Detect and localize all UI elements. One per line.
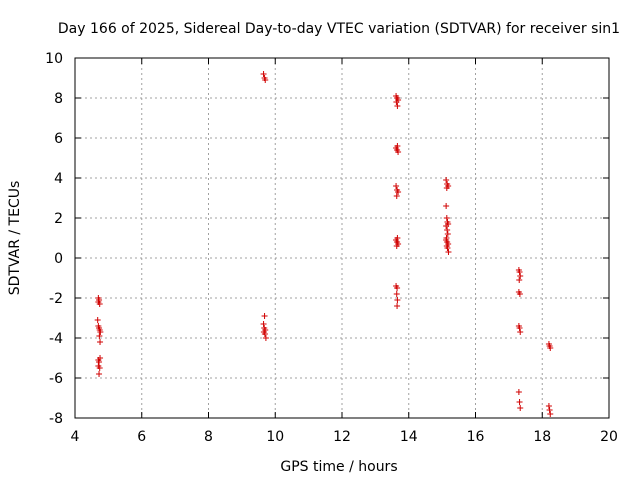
data-point [95, 299, 102, 305]
data-point [516, 269, 523, 275]
data-point [393, 243, 400, 249]
data-point [260, 321, 267, 327]
data-point [97, 355, 104, 361]
data-point [444, 245, 451, 251]
data-point [260, 71, 267, 77]
data-point [261, 331, 268, 337]
data-point [96, 371, 103, 377]
grid-layer [75, 58, 609, 418]
data-points [94, 71, 554, 417]
data-point [443, 177, 450, 183]
data-point [394, 235, 401, 241]
x-tick-label: 8 [204, 429, 213, 445]
x-tick-label: 16 [467, 429, 485, 445]
data-point [547, 345, 554, 351]
data-point [262, 77, 269, 83]
data-point [444, 227, 451, 233]
data-point [394, 143, 401, 149]
data-point [394, 297, 401, 303]
data-point [517, 405, 524, 411]
data-point [545, 403, 552, 409]
x-tick-label: 20 [600, 429, 618, 445]
y-tick-label: -4 [49, 331, 63, 347]
ticks-layer: 4 6 8 10 12 14 16 18 20 -8 -6 -4 -2 0 2 4 6 8 10 [45, 51, 618, 445]
x-tick-label: 18 [533, 429, 551, 445]
x-tick-label: 6 [137, 429, 146, 445]
data-point [96, 333, 103, 339]
data-point [97, 329, 104, 335]
y-tick-label: 10 [45, 51, 63, 67]
data-point [516, 291, 523, 297]
y-tick-label: -6 [49, 371, 63, 387]
data-point [394, 303, 401, 309]
y-axis-label: SDTVAR / TECUs [7, 181, 23, 296]
x-axis-label: GPS time / hours [280, 459, 397, 475]
data-point [395, 149, 402, 155]
data-point [393, 99, 400, 105]
data-point [393, 291, 400, 297]
y-tick-label: 6 [54, 131, 63, 147]
data-point [393, 193, 400, 199]
data-point [443, 215, 450, 221]
data-point [96, 365, 103, 371]
data-point [515, 389, 522, 395]
data-point [394, 103, 401, 109]
data-point [394, 285, 401, 291]
data-point [517, 329, 524, 335]
data-point [96, 359, 103, 365]
data-point [516, 399, 523, 405]
plot-frame [74, 57, 610, 419]
data-point [547, 411, 554, 417]
y-tick-label: -8 [49, 411, 63, 427]
y-tick-label: 0 [54, 251, 63, 267]
y-tick-label: 4 [54, 171, 63, 187]
data-point [262, 335, 269, 341]
data-point [443, 185, 450, 191]
data-point [516, 325, 523, 331]
data-point [94, 317, 101, 323]
x-tick-label: 10 [266, 429, 284, 445]
data-point [443, 223, 450, 229]
data-point [516, 277, 523, 283]
x-tick-label: 12 [333, 429, 351, 445]
data-point [444, 231, 451, 237]
y-tick-label: 2 [54, 211, 63, 227]
data-point [517, 273, 524, 279]
data-point [393, 183, 400, 189]
data-point [261, 313, 268, 319]
data-point [445, 249, 452, 255]
data-point [395, 189, 402, 195]
data-point [546, 407, 553, 413]
y-tick-label: -2 [49, 291, 63, 307]
x-tick-label: 14 [400, 429, 418, 445]
y-tick-label: 8 [54, 91, 63, 107]
x-tick-label: 4 [71, 429, 80, 445]
data-point [443, 203, 450, 209]
data-point [97, 339, 104, 345]
chart-title: Day 166 of 2025, Sidereal Day-to-day VTE… [58, 21, 620, 37]
